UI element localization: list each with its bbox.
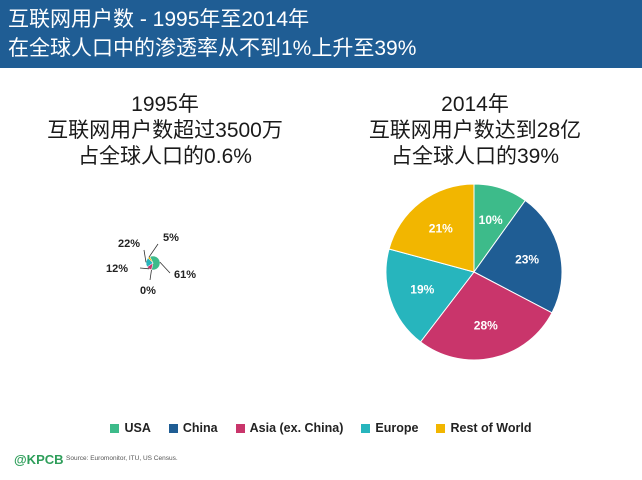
- legend-item-usa: USA: [110, 421, 151, 435]
- kpcb-logo: @KPCB: [14, 452, 64, 467]
- legend-swatch-asia-ex-china: [235, 423, 245, 433]
- left-chart-caption: 1995年 互联网用户数超过3500万 占全球人口的0.6%: [20, 92, 310, 170]
- title-line-2: 在全球人口中的渗透率从不到1%上升至39%: [8, 37, 417, 60]
- legend-label-asia-ex-china: Asia (ex. China): [249, 421, 344, 435]
- left-caption-year: 1995年: [131, 93, 199, 116]
- pie-2014-slice-asia-ex-china: [419, 271, 553, 361]
- pie-1995-label-rest-of-world: 5%: [163, 232, 179, 244]
- legend-item-china: China: [168, 421, 218, 435]
- legend-item-rest-of-world: Rest of World: [436, 421, 532, 435]
- legend-label-rest-of-world: Rest of World: [450, 421, 532, 435]
- pie-1995-label-europe: 22%: [118, 238, 140, 250]
- pie-1995-label-china: 0%: [140, 285, 156, 297]
- legend-item-asia-ex-china: Asia (ex. China): [235, 421, 344, 435]
- left-caption-share: 占全球人口的0.6%: [78, 145, 252, 168]
- legend-swatch-europe: [361, 423, 371, 433]
- legend-swatch-rest-of-world: [436, 423, 446, 433]
- pie-1995: 61% 0% 12% 22% 5%: [106, 232, 196, 297]
- right-caption-share: 占全球人口的39%: [390, 145, 560, 168]
- legend-label-usa: USA: [124, 421, 151, 435]
- title-line-1: 互联网用户数 - 1995年至2014年: [8, 8, 310, 31]
- pie-1995-label-asia-ex-china: 12%: [106, 263, 128, 275]
- pie-2014-label-europe: 19%: [410, 283, 434, 297]
- pie-2014-slice-rest-of-world: [388, 183, 475, 273]
- pie-2014-slice-europe: [385, 248, 475, 343]
- left-caption-users: 互联网用户数超过3500万: [47, 119, 283, 142]
- right-chart-caption: 2014年 互联网用户数达到28亿 占全球人口的39%: [330, 92, 620, 170]
- legend-label-china: China: [182, 421, 218, 435]
- pie-1995-label-usa: 61%: [174, 269, 196, 281]
- pie-1995-leader-rest-of-world: [148, 243, 159, 258]
- legend-item-europe: Europe: [361, 421, 418, 435]
- legend-swatch-usa: [110, 423, 120, 433]
- legend-label-europe: Europe: [375, 421, 419, 435]
- pie-1995-leader-china: [149, 269, 152, 281]
- pie-2014-slice-china: [473, 199, 563, 314]
- title-banner: 互联网用户数 - 1995年至2014年 在全球人口中的渗透率从不到1%上升至3…: [0, 0, 642, 68]
- legend-swatch-china: [168, 423, 178, 433]
- chart-legend: USA China Asia (ex. China) Europe Rest of Wo…: [0, 421, 642, 435]
- pie-1995-leader-asia-ex-china: [139, 267, 150, 270]
- pie-1995-leader-usa: [159, 261, 171, 274]
- pie-2014-label-usa: 10%: [479, 213, 503, 227]
- source-note: Source: Euromonitor, ITU, US Census.: [66, 455, 178, 462]
- pie-1995-slice-rest-of-world: [147, 256, 154, 264]
- pie-2014-label-china: 23%: [515, 252, 539, 266]
- right-caption-users: 互联网用户数达到28亿: [368, 119, 582, 142]
- pie-1995-leader-europe: [143, 249, 147, 263]
- pie-2014-label-rest-of-world: 21%: [429, 222, 453, 236]
- pie-2014-label-asia-ex-china: 28%: [474, 318, 498, 332]
- right-caption-year: 2014年: [441, 93, 509, 116]
- pie-2014: 10% 23% 28% 19% 21%: [385, 183, 563, 361]
